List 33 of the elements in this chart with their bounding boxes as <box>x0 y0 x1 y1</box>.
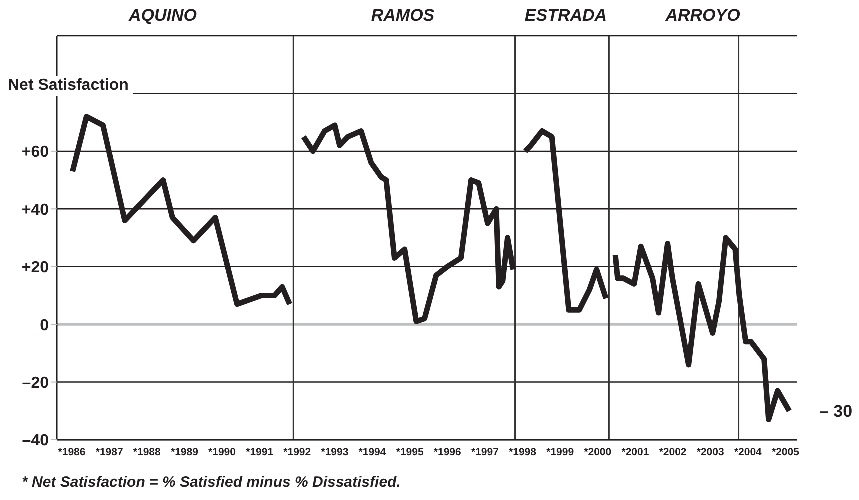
text: ESTRADA <box>524 6 608 26</box>
x-tick-label: *1997 <box>471 446 500 458</box>
x-tick-label: *1994 <box>358 446 386 458</box>
y-tick-label: 0 <box>40 317 50 334</box>
x-tick-label: *1999 <box>546 446 574 458</box>
y-tick-label: +20 <box>22 260 50 277</box>
x-tick-label: *2002 <box>659 446 687 458</box>
text: RAMOS <box>370 6 436 26</box>
x-tick-label: *1992 <box>284 446 312 458</box>
x-tick-label: *1991 <box>246 446 274 458</box>
x-tick-label: *2004 <box>734 446 762 458</box>
x-tick-label: *1986 <box>58 446 86 458</box>
x-tick-label: *1989 <box>170 446 199 458</box>
x-tick-label: *2003 <box>696 446 724 458</box>
x-tick-label: *2000 <box>584 446 612 458</box>
x-tick-label: *2001 <box>622 446 650 458</box>
x-tick-label: *2005 <box>772 446 800 458</box>
text: ARROYO <box>666 6 740 25</box>
x-tick-label: *1996 <box>434 446 462 458</box>
x-tick-label: *1990 <box>208 446 236 458</box>
y-axis-title: Net Satisfaction <box>8 76 133 96</box>
x-tick-label: *1995 <box>396 446 424 458</box>
x-tick-label: *1998 <box>509 446 537 458</box>
x-tick-label: *1988 <box>133 446 162 458</box>
annotation: – 30 <box>819 402 853 422</box>
x-tick-label: *1987 <box>96 446 124 458</box>
text: AQUINO <box>128 6 198 26</box>
text: * Net Satisfaction = % Satisfied minus % Dissatisfied. <box>22 474 401 491</box>
y-tick-label: –20 <box>22 374 50 392</box>
y-tick-label: +40 <box>22 202 50 219</box>
y-tick-label: +60 <box>22 144 50 162</box>
x-tick-label: *1993 <box>321 446 349 458</box>
y-tick-label: –40 <box>22 432 50 450</box>
